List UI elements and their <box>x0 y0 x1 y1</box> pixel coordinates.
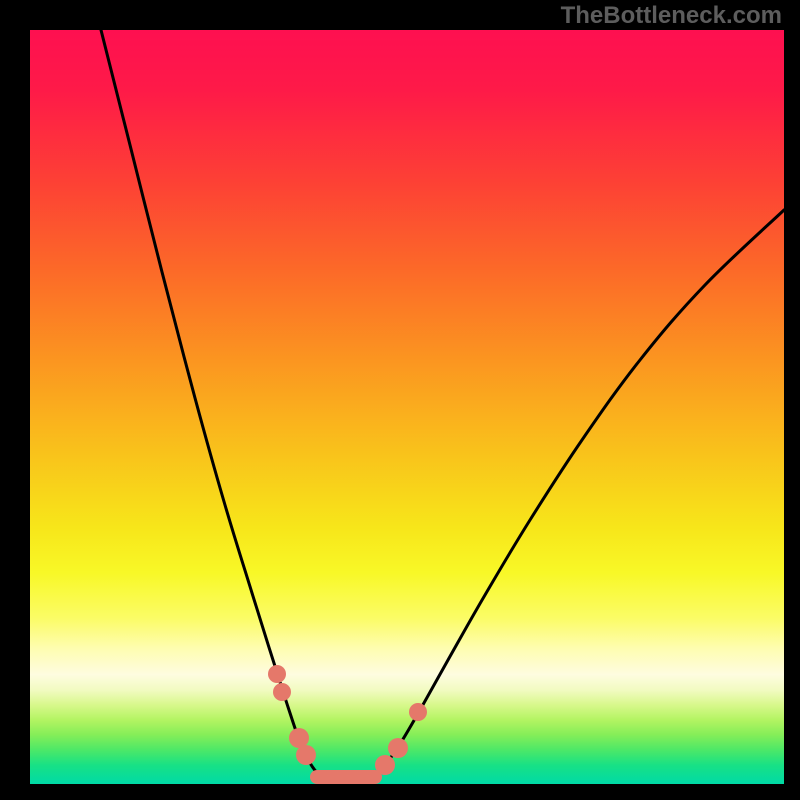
gradient-background <box>30 30 784 784</box>
marker-dot <box>268 665 286 683</box>
marker-dot <box>409 703 427 721</box>
marker-dot <box>296 745 316 765</box>
watermark-text: TheBottleneck.com <box>561 2 782 30</box>
marker-dot <box>273 683 291 701</box>
marker-dot <box>375 755 395 775</box>
chart-svg <box>0 0 800 800</box>
marker-dot <box>388 738 408 758</box>
trough-marker <box>310 770 382 784</box>
